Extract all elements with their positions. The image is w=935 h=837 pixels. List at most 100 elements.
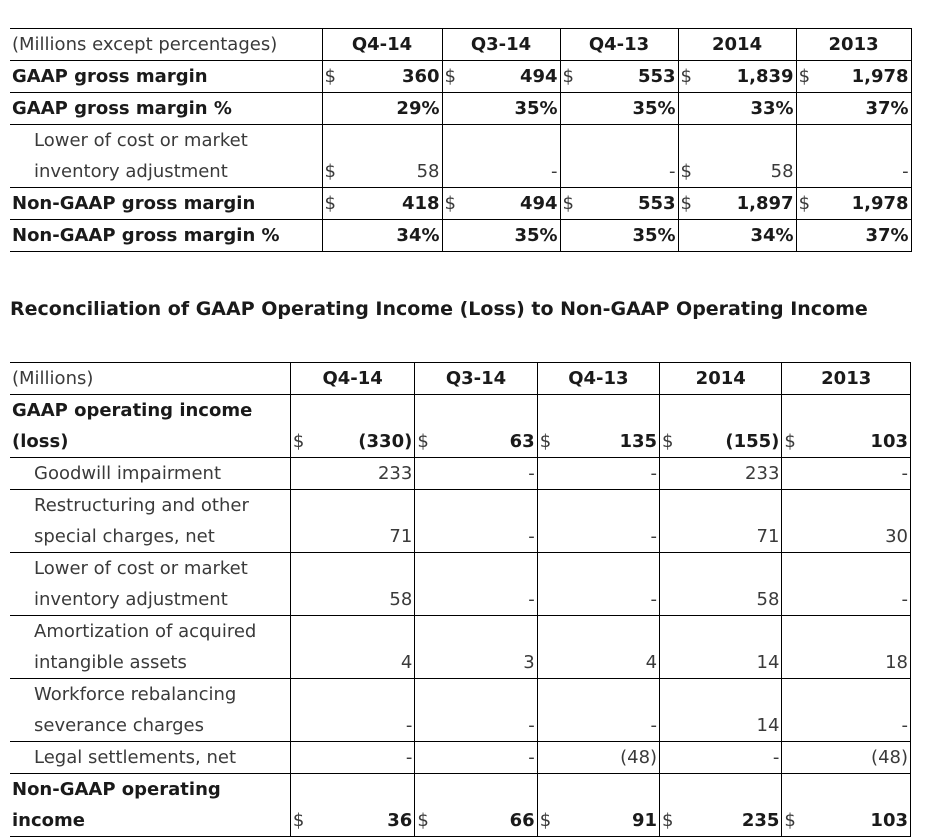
row-label: inventory adjustment [10,156,322,188]
cell-value: - [559,521,660,553]
column-header: 2013 [781,362,911,395]
cell-value: - [804,710,912,742]
table-row: severance charges - - -14- [10,710,912,742]
currency-symbol: $ [795,187,819,220]
cell-spacer [437,616,537,648]
currency-symbol [659,647,682,679]
currency-symbol [441,219,465,252]
cell-value: (48) [559,741,660,774]
cell-value: - [582,156,679,188]
cell-value: 36 [312,805,415,837]
column-header: Q4-14 [321,28,443,61]
cell-spacer [560,616,660,648]
cell-value: 135 [559,426,660,458]
cell-value: 18 [804,647,912,679]
currency-symbol [559,156,583,188]
cell-spacer [682,616,782,648]
row-label: Restructuring and other [34,495,249,516]
cell-value: 35% [582,92,679,125]
currency-symbol [781,710,805,742]
cell-spacer [414,615,438,647]
cell-value: (48) [804,741,912,774]
cell-value: 1,897 [700,187,797,220]
currency-symbol: $ [441,60,465,93]
cell-spacer [582,125,678,157]
cell-value: 103 [804,426,912,458]
cell-value: - [804,584,912,616]
cell-spacer [464,125,560,157]
cell-spacer [414,773,438,805]
currency-symbol: $ [414,426,438,458]
currency-symbol [289,584,313,616]
cell-spacer [536,615,560,647]
cell-spacer [344,125,442,157]
row-label: Goodwill impairment [10,457,291,490]
cell-spacer [313,616,415,648]
cell-value: 233 [312,457,415,490]
cell-spacer [289,552,313,584]
cell-value: 91 [559,805,660,837]
currency-symbol [536,647,560,679]
cell-spacer [536,773,560,805]
currency-symbol: $ [781,805,805,837]
currency-symbol [536,710,560,742]
table-row: inventory adjustment $58- - $58- [10,156,912,188]
cell-spacer [781,678,805,710]
cell-value: 14 [681,647,782,679]
cell-value: 553 [582,187,679,220]
cell-value: - [437,521,538,553]
cell-spacer [682,395,782,427]
section-title: Reconciliation of GAAP Operating Income … [10,298,868,320]
cell-spacer [536,678,560,710]
table-row: Non-GAAP operating [10,773,912,805]
currency-symbol [441,156,465,188]
currency-symbol [289,710,313,742]
cell-spacer [804,489,912,521]
cell-value: 71 [312,521,415,553]
table-row: inventory adjustment 58- -58- [10,584,912,616]
currency-symbol [677,219,701,252]
currency-symbol [677,92,701,125]
column-header: 2014 [677,28,797,61]
currency-symbol: $ [559,187,583,220]
currency-symbol: $ [795,60,819,93]
currency-symbol [536,584,560,616]
currency-symbol: $ [536,805,560,837]
cell-spacer [781,552,805,584]
cell-spacer [437,553,537,585]
column-header: Q4-13 [559,28,679,61]
cell-spacer [559,124,583,156]
currency-symbol [781,521,805,553]
cell-value: - [312,741,415,774]
cell-value: 1,978 [818,60,912,93]
cell-spacer [313,679,415,711]
cell-spacer [804,615,912,647]
row-label: GAAP operating income [12,400,253,421]
cell-value: 35% [582,219,679,252]
row-label: Non-GAAP operating [12,779,221,800]
cell-spacer [289,773,313,805]
table-row: Non-GAAP gross margin % 34% 35% 35% 34% 37% [10,219,912,252]
currency-symbol [781,457,805,490]
currency-symbol [414,741,438,774]
row-label: Lower of cost or market [34,558,248,579]
cell-spacer [804,394,912,426]
cell-spacer [560,395,660,427]
cell-spacer [437,395,537,427]
cell-value: 33% [700,92,797,125]
currency-symbol: $ [781,426,805,458]
table-row: Restructuring and other [10,489,912,521]
cell-value: 4 [559,647,660,679]
cell-value: - [437,457,538,490]
table-row: Lower of cost or market [10,124,912,157]
row-label: Non-GAAP gross margin % [10,219,322,252]
currency-symbol: $ [321,60,344,93]
cell-value: 29% [344,92,443,125]
currency-symbol [659,710,682,742]
cell-spacer [536,552,560,584]
cell-spacer [414,552,438,584]
cell-value: 35% [464,92,561,125]
currency-symbol [659,741,682,774]
operating-income-table: (Millions) Q4-14 Q3-14 Q4-13 2014 2013 GAAP op… [10,362,912,837]
table-row: income $36 $66 $91 $235 $103 [10,805,912,837]
